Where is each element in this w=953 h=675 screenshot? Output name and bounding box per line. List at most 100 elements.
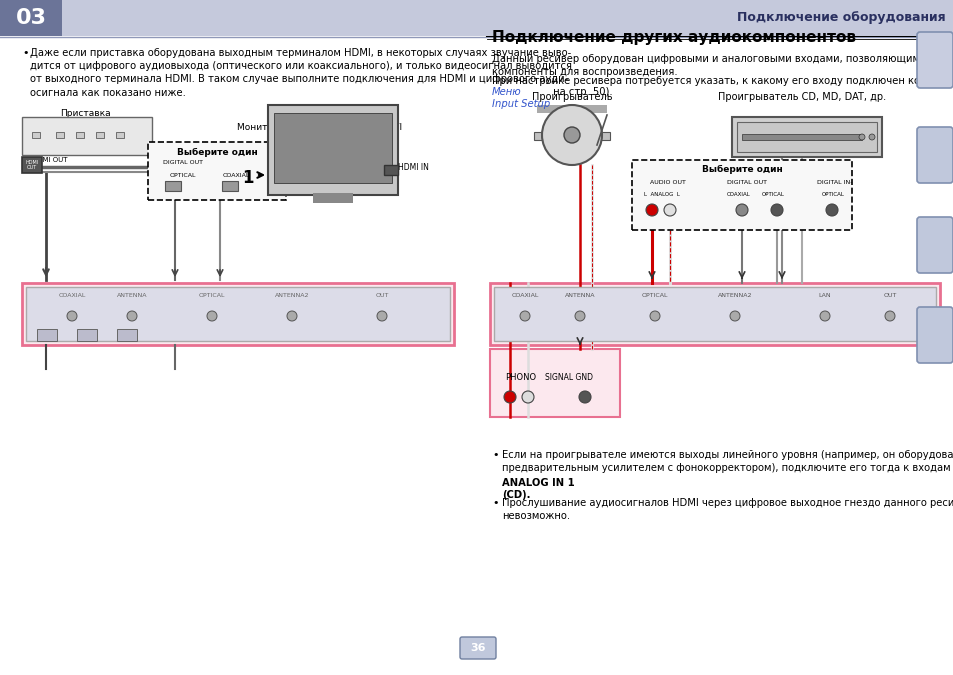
Circle shape: [663, 204, 676, 216]
Circle shape: [376, 311, 387, 321]
Circle shape: [645, 204, 658, 216]
Circle shape: [825, 204, 837, 216]
Circle shape: [770, 204, 782, 216]
Circle shape: [735, 204, 747, 216]
Bar: [731, 117, 882, 157]
Text: на стр. 50).: на стр. 50).: [550, 87, 612, 97]
Text: OPTICAL: OPTICAL: [761, 192, 784, 197]
Text: ANTENNA2: ANTENNA2: [274, 293, 309, 298]
Circle shape: [563, 127, 579, 143]
Circle shape: [67, 311, 77, 321]
Circle shape: [649, 311, 659, 321]
Text: Проигрыватель: Проигрыватель: [531, 92, 612, 102]
Text: COAXIAL: COAXIAL: [58, 293, 86, 298]
Bar: [77, 329, 97, 341]
Text: Прослушивание аудиосигналов HDMI через цифровое выходное гнездо данного ресивера: Прослушивание аудиосигналов HDMI через ц…: [501, 498, 953, 521]
Bar: [96, 132, 104, 138]
Bar: [117, 329, 137, 341]
Circle shape: [858, 134, 864, 140]
Text: ANTENNA2: ANTENNA2: [717, 293, 752, 298]
Bar: [148, 142, 286, 200]
Bar: [268, 105, 397, 195]
Text: COAXIAL: COAXIAL: [511, 293, 538, 298]
FancyBboxPatch shape: [916, 217, 952, 273]
Text: COAXIAL: COAXIAL: [726, 192, 750, 197]
Circle shape: [127, 311, 137, 321]
Text: Если на проигрывателе имеются выходы линейного уровня (например, он оборудован в: Если на проигрывателе имеются выходы лин…: [501, 450, 953, 473]
Bar: [537, 105, 606, 113]
Bar: [62, 0, 953, 36]
Bar: [0, 0, 62, 36]
Text: •: •: [492, 498, 498, 508]
Text: OPTICAL: OPTICAL: [821, 192, 844, 197]
Bar: [22, 283, 454, 345]
Text: OUT: OUT: [375, 293, 388, 298]
Text: HDMI
OUT: HDMI OUT: [26, 159, 38, 170]
FancyBboxPatch shape: [916, 307, 952, 363]
Text: DIGITAL OUT: DIGITAL OUT: [163, 160, 203, 165]
Bar: [737, 122, 876, 152]
Circle shape: [287, 311, 296, 321]
Text: DIGITAL IN-: DIGITAL IN-: [816, 180, 852, 185]
FancyBboxPatch shape: [916, 32, 952, 88]
Bar: [274, 113, 392, 183]
Text: При настройке ресивера потребуется указать, к какому его входу подключен компоне: При настройке ресивера потребуется указа…: [492, 76, 953, 86]
Text: ANALOG IN 1
(CD).: ANALOG IN 1 (CD).: [501, 478, 574, 500]
Text: L  ANALOG  L: L ANALOG L: [643, 192, 679, 197]
Circle shape: [519, 311, 530, 321]
Text: Проигрыватель CD, MD, DAT, др.: Проигрыватель CD, MD, DAT, др.: [718, 92, 885, 102]
Text: PHONO: PHONO: [504, 373, 536, 383]
Text: ANTENNA: ANTENNA: [116, 293, 147, 298]
Bar: [313, 193, 353, 203]
Bar: [490, 349, 619, 417]
Text: AUDIO OUT: AUDIO OUT: [649, 180, 685, 185]
Bar: [534, 132, 609, 140]
Bar: [56, 132, 64, 138]
Circle shape: [521, 391, 534, 403]
Text: •: •: [492, 450, 498, 460]
Text: LAN: LAN: [818, 293, 830, 298]
Text: Выберите один: Выберите один: [176, 148, 257, 157]
Text: Меню
Input Setup: Меню Input Setup: [492, 87, 550, 109]
Text: OPTICAL: OPTICAL: [198, 293, 225, 298]
Text: SIGNAL GND: SIGNAL GND: [544, 373, 593, 383]
Bar: [22, 117, 152, 155]
Circle shape: [207, 311, 216, 321]
Text: Выберите один: Выберите один: [700, 165, 781, 174]
Text: Приставка: Приставка: [60, 109, 111, 118]
Text: 1: 1: [242, 169, 253, 187]
Text: Данный ресивер оборудован цифровыми и аналоговыми входами, позволяющими подключи: Данный ресивер оборудован цифровыми и ан…: [492, 54, 953, 77]
Bar: [741, 134, 862, 140]
Circle shape: [575, 311, 584, 321]
Bar: [490, 283, 939, 345]
Text: COAXIAL: COAXIAL: [223, 173, 250, 178]
Bar: [384, 165, 397, 175]
Circle shape: [884, 311, 894, 321]
Text: ANTENNA: ANTENNA: [564, 293, 595, 298]
Text: 03: 03: [15, 8, 47, 28]
Text: HDMI OUT: HDMI OUT: [32, 157, 68, 163]
Bar: [222, 181, 237, 191]
Circle shape: [729, 311, 740, 321]
Bar: [32, 132, 40, 138]
Text: Даже если приставка оборудована выходным терминалом HDMI, в некоторых случаях зв: Даже если приставка оборудована выходным…: [30, 48, 572, 98]
Text: OUT: OUT: [882, 293, 896, 298]
Bar: [165, 181, 181, 191]
Bar: [37, 329, 57, 341]
Text: Монитор, совместимый с HDMI/DVI: Монитор, совместимый с HDMI/DVI: [237, 123, 402, 132]
Text: HDMI IN: HDMI IN: [397, 163, 429, 173]
Bar: [494, 287, 935, 341]
Text: •: •: [22, 48, 29, 58]
Circle shape: [541, 105, 601, 165]
Text: DIGITAL OUT: DIGITAL OUT: [726, 180, 766, 185]
FancyBboxPatch shape: [916, 127, 952, 183]
Bar: [76, 132, 84, 138]
Bar: [631, 160, 851, 230]
Text: Подключение оборудования: Подключение оборудования: [737, 11, 945, 24]
Text: 36: 36: [470, 643, 485, 653]
Bar: [116, 132, 124, 138]
Bar: [26, 287, 450, 341]
Circle shape: [868, 134, 874, 140]
Text: OPTICAL: OPTICAL: [170, 173, 196, 178]
FancyBboxPatch shape: [459, 637, 496, 659]
